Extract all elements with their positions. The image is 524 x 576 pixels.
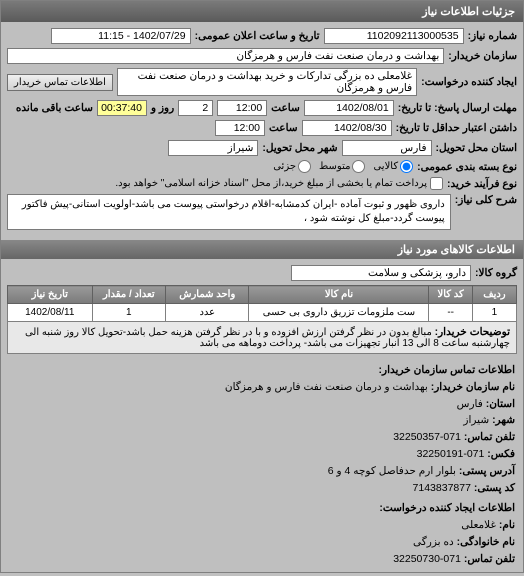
th-date: تاریخ نیاز: [8, 286, 93, 304]
req-creator: غلامعلی ده بزرگی تدارکات و خرید بهداشت و…: [117, 68, 417, 96]
goods-group-label: گروه کالا:: [475, 267, 517, 279]
bi-postal: 7143837877: [413, 482, 471, 494]
buyer-contact-button[interactable]: اطلاعات تماس خریدار: [7, 74, 113, 91]
cell-row: 1: [472, 304, 516, 322]
bi-phone: 071-32250357: [393, 431, 461, 443]
resp-time: 12:00: [217, 100, 267, 116]
th-row: ردیف: [472, 286, 516, 304]
goods-group: دارو، پزشکی و سلامت: [291, 265, 471, 281]
desc-text: داروی ظهور و ثبوت آماده -ایران کدمشابه-ا…: [7, 194, 451, 230]
ci-name-label: نام:: [499, 519, 515, 531]
table-header-row: ردیف کد کالا نام کالا واحد شمارش تعداد /…: [8, 286, 517, 304]
bi-city: شیراز: [463, 414, 489, 426]
pack-type-radios: کالایی متوسط جزئی: [273, 160, 413, 173]
title-bar: جزئیات اطلاعات نیاز: [1, 1, 523, 22]
cell-code: --: [429, 304, 472, 322]
delivery-prov-label: استان محل تحویل:: [436, 142, 517, 154]
th-qty: تعداد / مقدار: [92, 286, 166, 304]
ci-phone-label: تلفن تماس:: [464, 553, 515, 565]
ci-phone: 071-32250730: [393, 553, 461, 565]
table-desc-row: توضیحات خریدار: مبالغ بدون در نظر گرفتن …: [8, 322, 517, 354]
bi-addr-label: آدرس پستی:: [459, 465, 515, 477]
goods-table: ردیف کد کالا نام کالا واحد شمارش تعداد /…: [7, 285, 517, 354]
valid-date: 1402/08/30: [302, 120, 392, 136]
remain-label: ساعت باقی مانده: [16, 102, 93, 114]
creator-info-header: اطلاعات ایجاد کننده درخواست:: [379, 502, 515, 514]
buyer-org: بهداشت و درمان صنعت نفت فارس و هرمزگان: [7, 48, 444, 64]
req-creator-label: ایجاد کننده درخواست:: [421, 76, 517, 88]
cell-date: 1402/08/11: [8, 304, 93, 322]
bi-org-label: نام سازمان خریدار:: [431, 381, 515, 393]
delivery-city-label: شهر محل تحویل:: [262, 142, 337, 154]
bi-fax: 071-32250191: [417, 448, 485, 460]
bi-fax-label: فکس:: [487, 448, 515, 460]
days-label: روز و: [151, 102, 174, 114]
pub-date: 1402/07/29 - 11:15: [51, 28, 191, 44]
bi-addr: بلوار ارم حدفاصل کوچه 4 و 6: [328, 465, 456, 477]
bi-prov-label: استان:: [486, 398, 515, 410]
th-name: نام کالا: [249, 286, 429, 304]
valid-credit-label: داشتن اعتبار حداقل تا تاریخ:: [396, 122, 517, 134]
valid-time: 12:00: [215, 120, 265, 136]
ci-name: غلامعلی: [461, 519, 496, 531]
proc-checkbox[interactable]: پرداخت تمام یا بخشی از مبلغ خرید،از محل …: [115, 177, 443, 190]
bi-postal-label: کد پستی:: [474, 482, 515, 494]
pack-opt-a[interactable]: کالایی: [373, 160, 413, 173]
cell-unit: عدد: [166, 304, 249, 322]
bi-city-label: شهر:: [492, 414, 515, 426]
resp-deadline-label: مهلت ارسال پاسخ: تا تاریخ:: [398, 102, 517, 114]
th-unit: واحد شمارش: [166, 286, 249, 304]
ci-fam: ده بزرگی: [413, 536, 454, 548]
cell-name: ست ملزومات تزریق داروی بی حسی: [249, 304, 429, 322]
resp-date: 1402/08/01: [304, 100, 394, 116]
delivery-prov: فارس: [342, 140, 432, 156]
pack-opt-c[interactable]: جزئی: [273, 160, 311, 173]
bi-prov: فارس: [457, 398, 483, 410]
pub-date-label: تاریخ و ساعت اعلان عمومی:: [195, 30, 320, 42]
req-num-label: شماره نیاز:: [468, 30, 517, 42]
time-label-1: ساعت: [271, 102, 300, 114]
bi-phone-label: تلفن تماس:: [464, 431, 515, 443]
th-code: کد کالا: [429, 286, 472, 304]
cell-qty: 1: [92, 304, 166, 322]
req-num: 1102092113000535: [324, 28, 464, 44]
pack-type-label: نوع بسته بندی عمومی:: [417, 161, 517, 173]
buyer-org-label: سازمان خریدار:: [448, 50, 517, 62]
desc-label: شرح کلی نیاز:: [455, 194, 517, 206]
pack-opt-b[interactable]: متوسط: [319, 160, 365, 173]
bi-org: بهداشت و درمان صنعت نفت فارس و هرمزگان: [225, 381, 428, 393]
row-desc-label: توضیحات خریدار:: [435, 326, 510, 338]
ci-fam-label: نام خانوادگی:: [457, 536, 515, 548]
proc-type-label: نوع فرآیند خرید:: [447, 178, 517, 190]
delivery-city: شیراز: [168, 140, 258, 156]
table-row: 1 -- ست ملزومات تزریق داروی بی حسی عدد 1…: [8, 304, 517, 322]
goods-header: اطلاعات کالاهای مورد نیاز: [1, 240, 523, 259]
time-label-2: ساعت: [269, 122, 298, 134]
buyer-info-header: اطلاعات تماس سازمان خریدار:: [379, 364, 515, 376]
days-remaining: 2: [178, 100, 213, 116]
time-remaining: 00:37:40: [97, 100, 147, 116]
